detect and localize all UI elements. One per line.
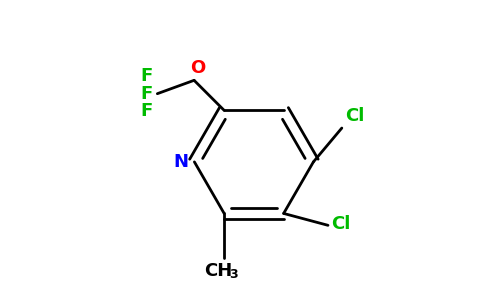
Text: O: O [190,59,205,77]
Text: Cl: Cl [345,106,364,124]
Text: Cl: Cl [332,215,351,233]
Text: N: N [173,153,188,171]
Text: F: F [140,85,152,103]
Text: F: F [140,67,152,85]
Text: CH: CH [205,262,233,280]
Text: F: F [140,102,152,120]
Text: 3: 3 [229,268,238,281]
